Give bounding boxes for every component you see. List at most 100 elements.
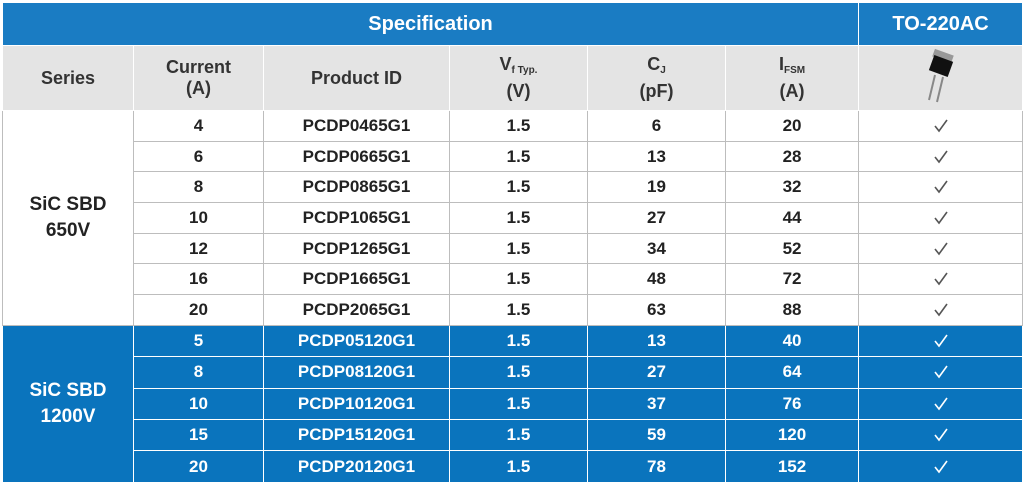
table-cell: PCDP20120G1: [263, 450, 450, 483]
series-line: SiC SBD: [29, 193, 107, 215]
table-cell: 152: [724, 450, 860, 483]
package-check-cell: [858, 387, 1024, 420]
package-title: TO-220AC: [858, 2, 1024, 46]
table-row: 16 PCDP1665G1 1.5 48 72: [3, 263, 1024, 296]
package-check-cell: [858, 202, 1024, 234]
table-cell: 15: [133, 418, 264, 452]
check-icon: [933, 334, 948, 348]
table-cell: 37: [587, 387, 726, 420]
table-cell: 20: [133, 450, 264, 483]
table-cell: 34: [587, 232, 726, 265]
table-cell: 13: [587, 324, 726, 358]
column-header: CJ (pF): [587, 45, 726, 111]
table-cell: 1.5: [449, 171, 588, 204]
table-cell: 48: [587, 263, 726, 296]
title-row: Specification TO-220AC: [1, 2, 1024, 46]
package-check-cell: [858, 356, 1024, 389]
table-cell: PCDP0865G1: [263, 171, 450, 204]
table-cell: 1.5: [449, 324, 588, 358]
package-check-cell: [858, 140, 1024, 173]
table-cell: PCDP05120G1: [263, 324, 450, 358]
header-main-line: IFSM: [726, 54, 858, 81]
table-cell: PCDP08120G1: [263, 356, 450, 389]
header-sub: J: [660, 65, 666, 76]
table-cell: 5: [133, 324, 264, 358]
check-icon: [933, 428, 948, 442]
table-cell: 1.5: [449, 294, 588, 326]
header-main: V: [499, 54, 512, 74]
check-icon: [933, 397, 948, 411]
column-header: Vf Typ. (V): [449, 45, 588, 111]
table-cell: 20: [133, 294, 264, 326]
series-line: 650V: [45, 219, 91, 241]
table-cell: 78: [587, 450, 726, 483]
series-cell: SiC SBD 650V: [2, 110, 134, 326]
table-cell: PCDP1065G1: [263, 202, 450, 234]
header-main-line: Current: [134, 57, 263, 78]
check-icon: [933, 365, 948, 379]
table-cell: 40: [724, 324, 860, 358]
table-cell: 6: [133, 140, 264, 173]
table-cell: 52: [724, 232, 860, 265]
series-cell: SiC SBD 1200V: [2, 324, 134, 483]
table-cell: 44: [724, 202, 860, 234]
header-main: I: [778, 54, 784, 74]
column-header: IFSM (A): [724, 45, 860, 111]
column-header-row: Series Current (A) Product ID Vf Typ. (V) CJ (p…: [2, 45, 1024, 111]
table-row: 12 PCDP1265G1 1.5 34 52: [3, 232, 1024, 265]
header-unit: (pF): [639, 81, 674, 101]
package-icon-cell: [858, 45, 1024, 111]
check-icon: [933, 272, 948, 286]
table-cell: 8: [133, 356, 264, 389]
table-row: 10 PCDP1065G1 1.5 27 44: [3, 202, 1024, 234]
package-check-cell: [858, 324, 1024, 358]
table-cell: 63: [587, 294, 726, 326]
column-header: Series: [2, 45, 134, 111]
table-cell: 27: [587, 356, 726, 389]
table-cell: 27: [587, 202, 726, 234]
table-cell: 1.5: [449, 356, 588, 389]
check-icon: [933, 242, 948, 255]
package-check-cell: [858, 294, 1024, 326]
package-check-cell: [858, 418, 1024, 452]
package-check-cell: [858, 450, 1024, 483]
table-row: 20 PCDP20120G1 1.5 78 152: [3, 450, 1024, 483]
table-cell: PCDP10120G1: [263, 387, 450, 420]
table-cell: 1.5: [449, 202, 588, 234]
table-row: 8 PCDP0865G1 1.5 19 32: [3, 171, 1024, 204]
table-row: 10 PCDP10120G1 1.5 37 76: [3, 387, 1024, 420]
table-row: 15 PCDP15120G1 1.5 59 120: [3, 418, 1024, 452]
table-row: 8 PCDP08120G1 1.5 27 64: [3, 356, 1024, 389]
package-check-cell: [858, 263, 1024, 296]
header-main-line: Series: [3, 68, 133, 89]
table-row: 6 PCDP0665G1 1.5 13 28: [3, 140, 1024, 173]
table-cell: 72: [724, 263, 860, 296]
table-row: SiC SBD 650V 4 PCDP0465G1 1.5 6 20: [2, 110, 1024, 326]
table-cell: PCDP1665G1: [263, 263, 450, 296]
table-cell: 88: [724, 294, 860, 326]
table-cell: 1.5: [449, 387, 588, 420]
table-row: SiC SBD 1200V 5 PCDP05120G1 1.5 13 40: [2, 324, 1024, 483]
table-cell: 1.5: [449, 418, 588, 452]
header-main: Series: [40, 67, 96, 88]
header-main-line: Product ID: [264, 68, 449, 89]
package-icon: [927, 48, 954, 102]
table-cell: 19: [587, 171, 726, 204]
table-cell: 28: [724, 140, 860, 173]
table-cell: 1.5: [449, 110, 588, 142]
spec-title: Specification: [1, 2, 860, 46]
header-main: Current: [165, 57, 231, 77]
table-row: 20 PCDP2065G1 1.5 63 88: [3, 294, 1024, 326]
header-unit: (A): [186, 78, 211, 98]
table-cell: 76: [724, 387, 860, 420]
table-cell: PCDP0665G1: [263, 140, 450, 173]
check-icon: [933, 119, 948, 133]
table-cell: 4: [133, 110, 264, 142]
series-line: 1200V: [40, 405, 96, 427]
package-check-cell: [858, 232, 1024, 265]
series-line: SiC SBD: [29, 379, 107, 401]
table-cell: 1.5: [449, 450, 588, 483]
header-unit: (V): [506, 81, 531, 101]
